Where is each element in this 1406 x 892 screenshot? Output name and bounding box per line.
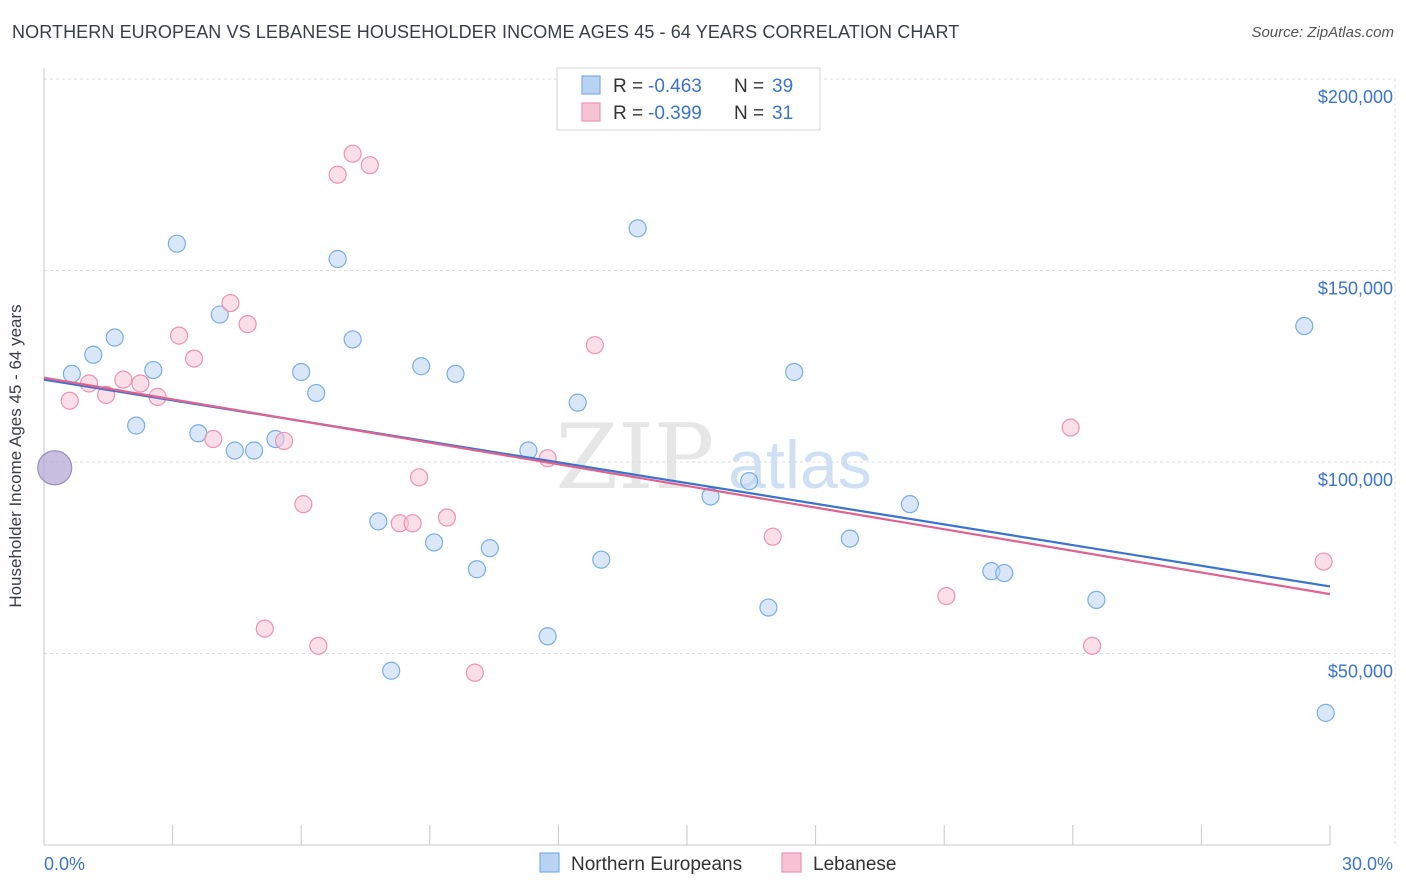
lebanese-point[interactable]	[309, 636, 328, 655]
lebanese-point[interactable]	[763, 527, 782, 546]
bottom-legend-northern-europeans: Northern Europeans	[571, 854, 742, 875]
lebanese-point[interactable]	[409, 468, 429, 487]
northern-european-point[interactable]	[1295, 316, 1314, 336]
lebanese-point[interactable]	[360, 156, 379, 175]
y-tick-label: $200,000	[1318, 87, 1393, 107]
lebanese-point[interactable]	[255, 619, 274, 638]
lebanese-point[interactable]	[274, 431, 294, 451]
legend-r-value: -0.399	[648, 103, 702, 124]
northern-european-point[interactable]	[480, 539, 499, 558]
legend-r-label: R =	[613, 76, 643, 97]
northern-european-point[interactable]	[84, 345, 103, 364]
lebanese-point[interactable]	[437, 508, 457, 527]
lebanese-point[interactable]	[465, 663, 484, 682]
legend-n-label: N =	[734, 103, 764, 124]
northern-european-point[interactable]	[382, 661, 401, 680]
lebanese-point[interactable]	[204, 429, 223, 449]
northern-european-point[interactable]	[37, 450, 73, 486]
watermark-atlas: atlas	[728, 427, 872, 503]
northern-european-point[interactable]	[225, 441, 244, 460]
source-label: Source: ZipAtlas.com	[1251, 24, 1394, 41]
legend-r-label: R =	[613, 103, 643, 124]
northern-european-point[interactable]	[244, 441, 264, 460]
northern-european-point[interactable]	[328, 249, 347, 269]
lebanese-point[interactable]	[1314, 552, 1333, 571]
lebanese-trendline	[43, 376, 1331, 596]
legend-n-value: 39	[772, 76, 793, 97]
northern-european-point[interactable]	[62, 364, 81, 384]
lebanese-point[interactable]	[585, 336, 604, 355]
lebanese-point[interactable]	[343, 144, 362, 163]
legend-n-label: N =	[734, 76, 764, 97]
legend-box	[556, 67, 821, 131]
legend-r-value: -0.463	[648, 76, 702, 97]
northern-european-point[interactable]	[127, 416, 146, 435]
northern-european-point[interactable]	[1316, 703, 1335, 722]
northern-european-point[interactable]	[210, 305, 229, 324]
northern-european-point[interactable]	[568, 393, 587, 412]
lebanese-point[interactable]	[403, 514, 422, 533]
y-tick-label: $100,000	[1318, 470, 1393, 490]
bottom-legend-lebanese: Lebanese	[813, 854, 896, 875]
x-tick-label-max: 30.0%	[1342, 854, 1393, 874]
northern-european-point[interactable]	[446, 364, 465, 384]
chart-title: NORTHERN EUROPEAN VS LEBANESE HOUSEHOLDE…	[12, 22, 960, 42]
northern-european-point[interactable]	[740, 472, 759, 491]
lebanese-point[interactable]	[294, 495, 313, 514]
northern-european-point[interactable]	[900, 495, 920, 514]
watermark-zip: ZIP	[556, 405, 715, 510]
lebanese-point[interactable]	[328, 165, 347, 184]
northern-european-point[interactable]	[467, 560, 487, 579]
northern-european-point[interactable]	[369, 512, 388, 531]
northern-european-point[interactable]	[105, 328, 124, 347]
northern-european-point[interactable]	[628, 219, 647, 238]
northern-european-point[interactable]	[759, 598, 778, 617]
bottom-legend-swatch	[781, 852, 802, 873]
northern-european-point[interactable]	[1087, 590, 1106, 609]
y-tick-label: $50,000	[1328, 662, 1393, 682]
northern-european-point[interactable]	[995, 563, 1014, 583]
northern-european-point[interactable]	[144, 360, 163, 380]
x-tick-label-min: 0.0%	[44, 854, 85, 874]
bottom-legend-swatch	[539, 852, 560, 873]
lebanese-point[interactable]	[114, 370, 133, 389]
lebanese-point[interactable]	[131, 374, 150, 393]
y-tick-label: $150,000	[1318, 279, 1393, 299]
lebanese-point[interactable]	[221, 293, 240, 313]
northern-european-point[interactable]	[785, 362, 804, 382]
lebanese-point[interactable]	[60, 391, 79, 410]
legend-swatch	[581, 102, 601, 122]
lebanese-point[interactable]	[238, 315, 257, 334]
northern-european-point[interactable]	[343, 330, 362, 349]
northern-european-point[interactable]	[167, 234, 186, 253]
northern-european-point[interactable]	[412, 357, 431, 376]
northern-european-point[interactable]	[424, 533, 444, 552]
lebanese-point[interactable]	[937, 586, 956, 606]
northern-european-point[interactable]	[307, 383, 326, 403]
lebanese-point[interactable]	[184, 349, 204, 368]
northern-european-point[interactable]	[840, 529, 859, 548]
northern-european-point[interactable]	[592, 550, 611, 569]
lebanese-point[interactable]	[1061, 418, 1080, 437]
legend-n-value: 31	[772, 103, 793, 124]
lebanese-point[interactable]	[169, 326, 189, 345]
lebanese-point[interactable]	[1082, 636, 1102, 655]
legend-swatch	[581, 75, 601, 95]
northern-european-point[interactable]	[538, 627, 557, 646]
northern-european-point[interactable]	[292, 362, 311, 382]
